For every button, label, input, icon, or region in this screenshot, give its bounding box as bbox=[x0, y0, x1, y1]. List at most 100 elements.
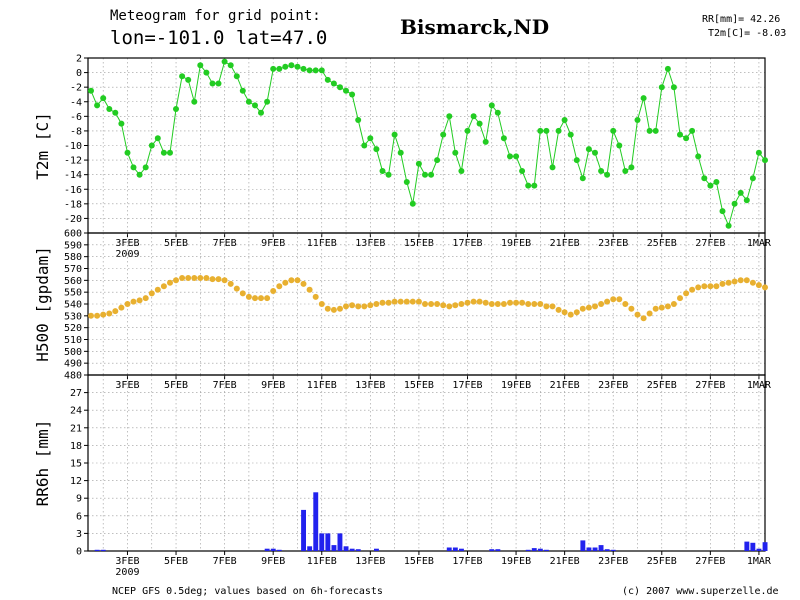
h500-point bbox=[488, 301, 495, 307]
t2m-point bbox=[737, 189, 744, 196]
rr6h-bar bbox=[495, 549, 501, 551]
h500-point bbox=[397, 298, 404, 305]
x-tick-label: 5FEB bbox=[164, 556, 188, 567]
y-tick-label: 12 bbox=[70, 476, 82, 487]
stat-rr: RR[mm]= 42.26 bbox=[702, 14, 780, 25]
t2m-point bbox=[355, 117, 362, 123]
t2m-point bbox=[173, 106, 179, 112]
h500-point bbox=[567, 311, 574, 318]
t2m-point bbox=[507, 153, 513, 160]
rr6h-bar bbox=[307, 546, 313, 551]
t2m-point bbox=[701, 175, 708, 182]
x-tick-label: 13FEB bbox=[355, 238, 385, 249]
x-tick-label: 7FEB bbox=[213, 380, 237, 391]
h500-point bbox=[482, 299, 489, 306]
t2m-point bbox=[191, 98, 198, 105]
t2m-point bbox=[561, 117, 568, 123]
h500-point bbox=[409, 298, 416, 305]
h500-point bbox=[337, 305, 343, 312]
t2m-point bbox=[488, 102, 495, 109]
rr6h-bar bbox=[446, 547, 452, 551]
t2m-point bbox=[324, 76, 331, 83]
h500-point bbox=[391, 298, 398, 305]
t2m-point bbox=[270, 65, 277, 72]
x-tick-label: 15FEB bbox=[404, 238, 434, 249]
t2m-point bbox=[610, 127, 617, 134]
t2m-point bbox=[476, 120, 483, 127]
t2m-point bbox=[664, 65, 671, 72]
x-tick-label: 23FEB bbox=[598, 556, 628, 567]
y-tick-label: 560 bbox=[64, 276, 82, 287]
t2m-point bbox=[318, 67, 325, 74]
t2m-point bbox=[148, 142, 155, 149]
rr6h-bar bbox=[355, 549, 361, 551]
x-tick-label: 27FEB bbox=[695, 556, 725, 567]
y-tick-label: -8 bbox=[70, 126, 82, 137]
h500-point bbox=[440, 302, 447, 309]
h500-point bbox=[494, 301, 501, 307]
rr6h-bar bbox=[100, 549, 106, 551]
h500-point bbox=[276, 283, 283, 290]
x-tick-label: 25FEB bbox=[647, 380, 677, 391]
h500-point bbox=[422, 301, 428, 307]
x-tick-label: 17FEB bbox=[452, 556, 482, 567]
h500-point bbox=[640, 315, 647, 322]
y-tick-label: 600 bbox=[64, 229, 82, 240]
t2m-point bbox=[258, 109, 264, 116]
x-tick-label: 11FEB bbox=[307, 380, 337, 391]
h500-point bbox=[185, 275, 192, 281]
t2m-point bbox=[288, 62, 295, 69]
t2m-point bbox=[713, 179, 720, 185]
h500-point bbox=[355, 303, 362, 310]
t2m-point bbox=[634, 117, 641, 123]
rr6h-bar bbox=[349, 548, 355, 551]
t2m-point bbox=[409, 200, 416, 207]
rr6h-bar bbox=[452, 547, 458, 551]
x-tick-label: 21FEB bbox=[550, 380, 580, 391]
rr6h-bar bbox=[544, 549, 549, 551]
t2m-point bbox=[573, 157, 580, 164]
t2m-point bbox=[185, 76, 192, 83]
t2m-point bbox=[762, 157, 768, 164]
h500-point bbox=[500, 301, 507, 307]
h500-point bbox=[167, 279, 173, 286]
t2m-point bbox=[160, 149, 167, 156]
x-tick-label: 13FEB bbox=[355, 380, 385, 391]
location-name: Bismarck,ND bbox=[400, 15, 549, 39]
t2m-point bbox=[470, 113, 477, 120]
footer-source: NCEP GFS 0.5deg; values based on 6h-fore… bbox=[112, 586, 383, 597]
h500-point bbox=[452, 302, 459, 309]
rr6h-bar bbox=[580, 540, 586, 551]
t2m-point bbox=[616, 142, 623, 149]
x-tick-label: 25FEB bbox=[647, 556, 677, 567]
y-tick-label: 18 bbox=[70, 441, 82, 452]
h500-point bbox=[743, 277, 750, 284]
t2m-point bbox=[330, 80, 337, 87]
h500-point bbox=[373, 301, 380, 307]
h500-point bbox=[525, 301, 532, 307]
h500-point bbox=[318, 301, 325, 307]
h500-point bbox=[258, 295, 264, 302]
h500-point bbox=[118, 304, 125, 311]
h500-point bbox=[592, 303, 598, 310]
t2m-point bbox=[585, 146, 592, 153]
rr6h-panel: 27 24 21 18 15 12 9 6 3 0 RR6h [mm] 3FEB 5FEB 7FEB 9FE… bbox=[33, 374, 772, 578]
h500-point bbox=[312, 293, 319, 300]
h500-point bbox=[324, 305, 331, 312]
h500-point bbox=[173, 277, 179, 284]
t2m-point bbox=[130, 164, 137, 171]
t2m-point bbox=[124, 149, 131, 156]
h500-point bbox=[361, 303, 368, 310]
h500-point bbox=[464, 299, 471, 306]
y-tick-label: 550 bbox=[64, 288, 82, 299]
h500-point bbox=[203, 275, 210, 281]
h500-point bbox=[434, 301, 441, 307]
y-tick-label: -6 bbox=[70, 112, 82, 123]
h500-point bbox=[100, 311, 107, 318]
rr6h-bar bbox=[94, 549, 100, 551]
t2m-point bbox=[337, 84, 343, 91]
rr6h-bar bbox=[744, 541, 750, 551]
x-tick-label: 7FEB bbox=[213, 238, 237, 249]
x-year-label: 2009 bbox=[115, 567, 139, 578]
rr6h-bar bbox=[610, 549, 616, 551]
